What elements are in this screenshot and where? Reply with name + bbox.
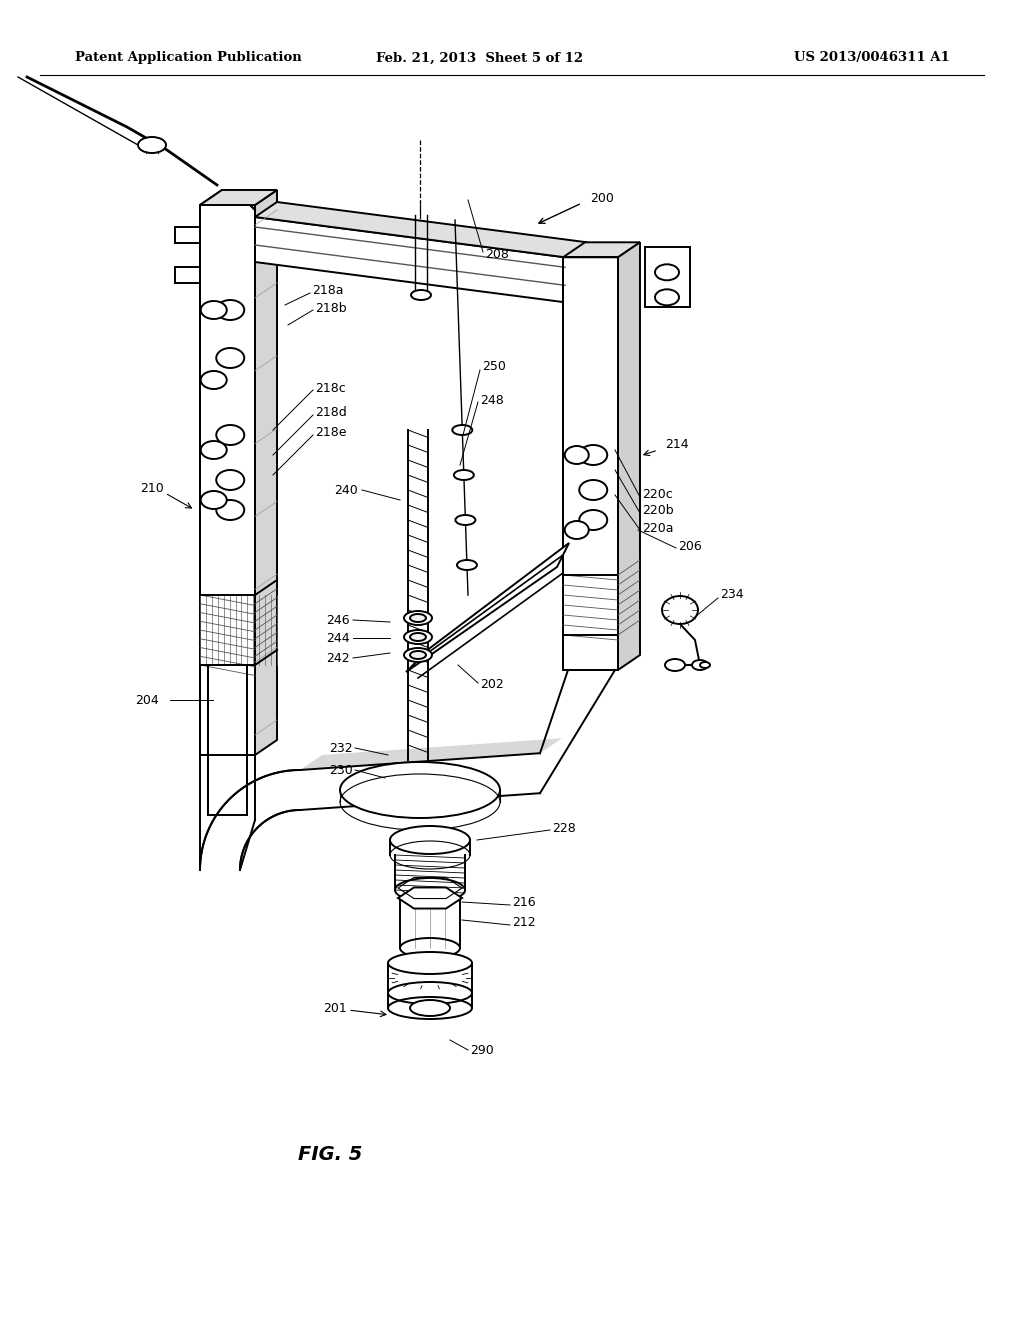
Text: 201: 201: [323, 1002, 347, 1015]
Text: 210: 210: [140, 482, 164, 495]
Ellipse shape: [565, 446, 589, 465]
Ellipse shape: [454, 470, 474, 480]
Ellipse shape: [655, 289, 679, 305]
Text: 204: 204: [135, 693, 159, 706]
Polygon shape: [175, 227, 200, 243]
Text: Patent Application Publication: Patent Application Publication: [75, 51, 302, 65]
Text: 240: 240: [334, 483, 358, 496]
Polygon shape: [300, 738, 562, 770]
Polygon shape: [175, 267, 200, 282]
Polygon shape: [406, 543, 569, 672]
Ellipse shape: [410, 651, 426, 659]
Ellipse shape: [201, 371, 226, 389]
Ellipse shape: [201, 301, 226, 319]
Ellipse shape: [411, 290, 431, 300]
Polygon shape: [200, 190, 278, 205]
Text: 242: 242: [327, 652, 350, 664]
Text: FIG. 5: FIG. 5: [298, 1146, 362, 1164]
Ellipse shape: [216, 348, 245, 368]
Text: 216: 216: [512, 896, 536, 909]
Ellipse shape: [216, 425, 245, 445]
Ellipse shape: [216, 500, 245, 520]
Text: 220c: 220c: [642, 488, 673, 502]
Text: 202: 202: [480, 678, 504, 692]
Text: 218b: 218b: [315, 301, 347, 314]
Text: 232: 232: [330, 742, 353, 755]
Text: 218e: 218e: [315, 426, 346, 440]
Ellipse shape: [700, 663, 710, 668]
Ellipse shape: [662, 597, 698, 624]
Text: 234: 234: [720, 589, 743, 602]
Ellipse shape: [457, 560, 477, 570]
Ellipse shape: [216, 470, 245, 490]
Polygon shape: [255, 202, 587, 257]
Ellipse shape: [201, 491, 226, 510]
Text: 212: 212: [512, 916, 536, 929]
Ellipse shape: [580, 445, 607, 465]
Ellipse shape: [390, 826, 470, 854]
Text: 290: 290: [470, 1044, 494, 1056]
Text: Feb. 21, 2013  Sheet 5 of 12: Feb. 21, 2013 Sheet 5 of 12: [377, 51, 584, 65]
Text: 218c: 218c: [315, 381, 346, 395]
Ellipse shape: [216, 300, 245, 319]
Text: 214: 214: [665, 438, 688, 451]
Text: 218d: 218d: [315, 407, 347, 420]
Ellipse shape: [692, 660, 708, 671]
Ellipse shape: [404, 630, 432, 644]
Polygon shape: [255, 216, 565, 302]
Ellipse shape: [410, 1001, 450, 1016]
Text: 228: 228: [552, 821, 575, 834]
Ellipse shape: [580, 480, 607, 500]
Text: US 2013/0046311 A1: US 2013/0046311 A1: [795, 51, 950, 65]
Text: 208: 208: [485, 248, 509, 261]
Polygon shape: [563, 243, 640, 257]
Polygon shape: [398, 887, 462, 908]
Text: 250: 250: [482, 360, 506, 374]
Ellipse shape: [665, 659, 685, 671]
Polygon shape: [200, 190, 278, 205]
Ellipse shape: [410, 634, 426, 642]
Ellipse shape: [565, 521, 589, 539]
Ellipse shape: [388, 952, 472, 974]
Text: 246: 246: [327, 614, 350, 627]
Ellipse shape: [340, 762, 500, 818]
Polygon shape: [200, 205, 255, 755]
Polygon shape: [200, 770, 300, 870]
Text: 244: 244: [327, 631, 350, 644]
Polygon shape: [645, 247, 690, 308]
Text: 206: 206: [678, 540, 701, 553]
Text: 200: 200: [590, 191, 613, 205]
Ellipse shape: [201, 441, 226, 459]
Ellipse shape: [404, 648, 432, 663]
Text: 248: 248: [480, 393, 504, 407]
Ellipse shape: [453, 425, 472, 436]
Ellipse shape: [456, 515, 475, 525]
Polygon shape: [563, 257, 618, 671]
Ellipse shape: [580, 510, 607, 531]
Text: 220b: 220b: [642, 504, 674, 517]
Text: 230: 230: [330, 763, 353, 776]
Text: 218a: 218a: [312, 284, 343, 297]
Text: 220a: 220a: [642, 521, 674, 535]
Ellipse shape: [404, 611, 432, 624]
Ellipse shape: [410, 614, 426, 622]
Ellipse shape: [655, 264, 679, 280]
Polygon shape: [618, 243, 640, 671]
Ellipse shape: [138, 137, 166, 153]
Polygon shape: [255, 190, 278, 755]
Polygon shape: [208, 665, 247, 814]
